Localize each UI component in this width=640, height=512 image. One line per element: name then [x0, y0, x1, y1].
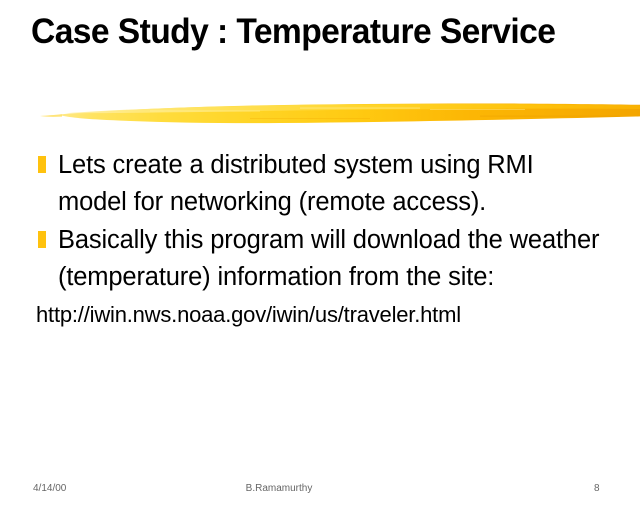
brush-stroke-divider [0, 96, 640, 132]
list-item: Basically this program will download the… [0, 222, 640, 295]
list-item: Lets create a distributed system using R… [0, 147, 640, 220]
brush-stroke-icon [40, 103, 640, 124]
slide-footer: 4/14/00 B.Ramamurthy 8 [0, 482, 640, 498]
square-bullet-icon [38, 231, 46, 248]
footer-author: B.Ramamurthy [245, 483, 313, 494]
bullet-text: Lets create a distributed system using R… [58, 151, 534, 216]
footer-page-number: 8 [594, 483, 600, 494]
footer-date: 4/14/00 [33, 483, 67, 494]
source-url-text[interactable]: http://iwin.nws.noaa.gov/iwin/us/travele… [36, 302, 461, 327]
slide-body: Lets create a distributed system using R… [0, 147, 640, 330]
square-bullet-icon [38, 156, 46, 173]
slide-title: Case Study : Temperature Service [31, 12, 556, 51]
bullet-text: Basically this program will download the… [58, 226, 600, 291]
